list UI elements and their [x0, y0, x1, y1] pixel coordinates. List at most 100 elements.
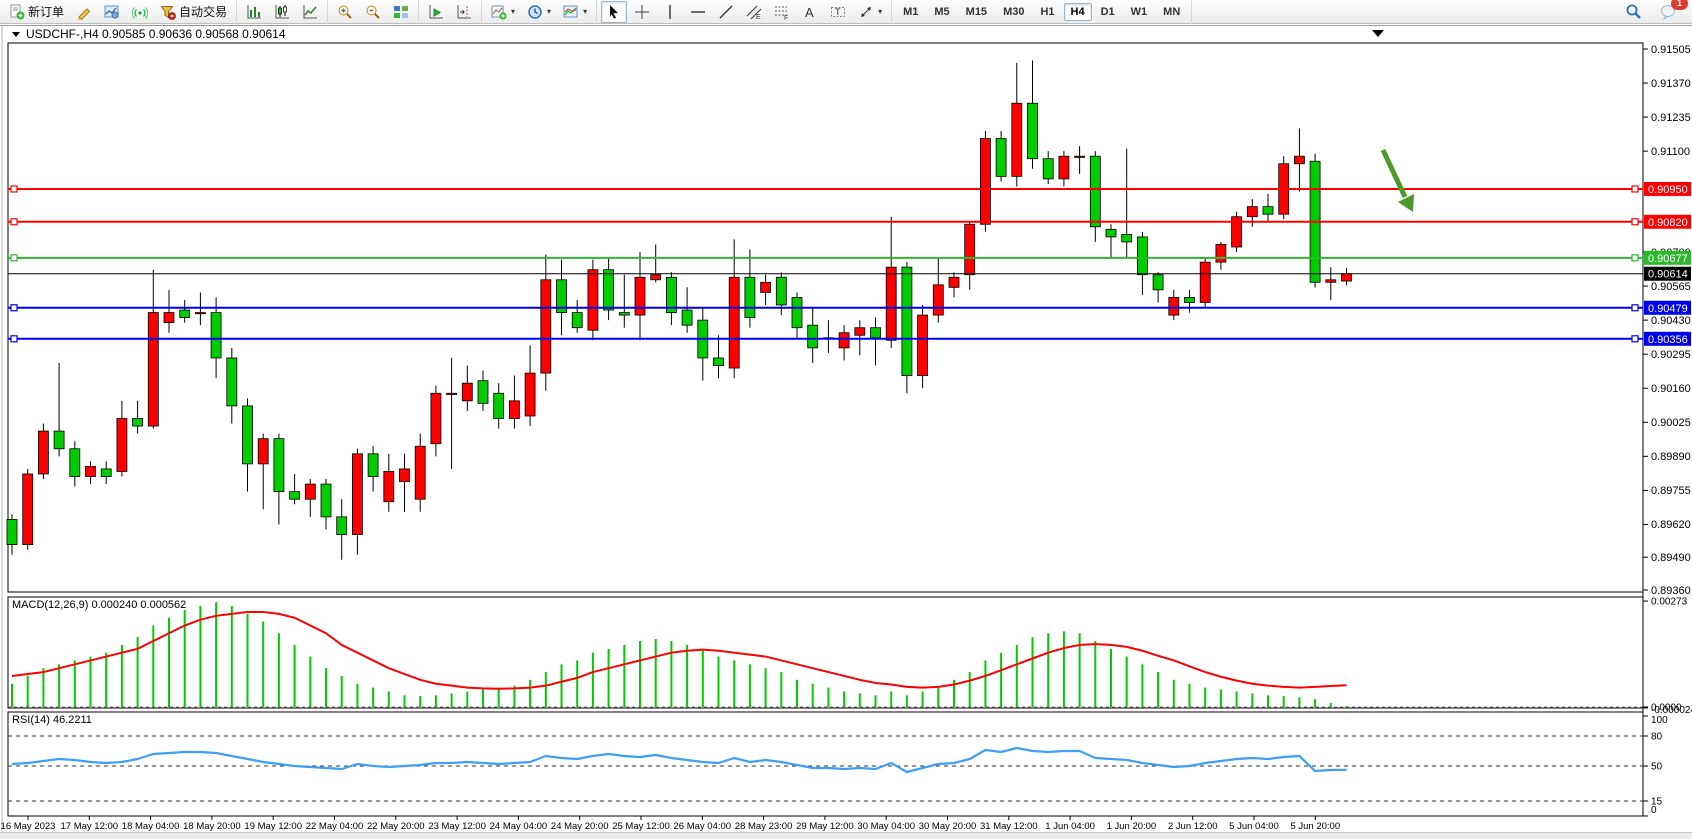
timeframe-d1[interactable]: D1 — [1100, 5, 1115, 18]
annotations[interactable] — [1372, 30, 1414, 212]
auto-scroll-button[interactable] — [423, 1, 449, 23]
period-clock-button[interactable]: ▾ — [522, 1, 556, 23]
crosshair-button[interactable] — [629, 1, 655, 23]
candlesticks[interactable] — [6, 60, 1352, 560]
fibonacci-button[interactable]: F — [769, 1, 795, 23]
svg-text:F: F — [784, 15, 788, 20]
crayon-button[interactable] — [71, 1, 97, 23]
timeframe-group: M1 M5 M15 M30 H1 H4 D1 W1 MN — [892, 0, 1193, 24]
crayon-icon — [76, 4, 92, 20]
svg-text:USDCHF-,H4 0.90585 0.90636 0.: USDCHF-,H4 0.90585 0.90636 0.90568 0.906… — [26, 27, 286, 41]
rsi-pane: RSI(14) 46.2211 100 80 50 150 — [8, 714, 1668, 817]
svg-text:30 May 20:00: 30 May 20:00 — [919, 821, 977, 832]
add-indicator-button[interactable]: ▾ — [486, 1, 520, 23]
chat-button[interactable]: 1 — [1655, 0, 1688, 23]
svg-text:0.91505: 0.91505 — [1651, 44, 1691, 56]
chart-canvas[interactable]: USDCHF-,H4 0.90585 0.90636 0.90568 0.906… — [0, 26, 1692, 833]
svg-text:50: 50 — [1651, 762, 1663, 773]
svg-text:MACD(12,26,9) 0.000240 0.00056: MACD(12,26,9) 0.000240 0.000562 — [12, 599, 186, 611]
timeframe-mn[interactable]: MN — [1163, 5, 1181, 18]
channel-button[interactable]: E — [741, 1, 767, 23]
svg-text:E: E — [756, 14, 761, 20]
macd-pane: MACD(12,26,9) 0.000240 0.000562 0.00273 0.… — [8, 597, 1692, 716]
bar-chart-button[interactable] — [241, 1, 267, 23]
chevron-down-icon[interactable]: ▾ — [878, 7, 883, 16]
scroll-group — [419, 0, 483, 24]
svg-text:19 May 12:00: 19 May 12:00 — [244, 821, 302, 832]
chart-profile-button[interactable] — [99, 1, 125, 23]
arrows-tool-button[interactable]: ▾ — [853, 1, 887, 23]
trade-group: 新订单 自动交易 — [0, 0, 238, 24]
horizontal-lines[interactable]: 0.90950 0.90820 0.90677 0.90614 0.90479 0.903… — [8, 181, 1691, 346]
new-order-label: 新订单 — [28, 5, 65, 19]
zoom-out-button[interactable] — [360, 1, 386, 23]
svg-text:-0.000024: -0.000024 — [1651, 705, 1692, 716]
timeframe-h4[interactable]: H4 — [1063, 2, 1092, 21]
candlestick-chart-button[interactable] — [269, 1, 295, 23]
new-order-icon — [9, 4, 25, 20]
signal-icon — [132, 4, 149, 20]
svg-text:RSI(14) 46.2211: RSI(14) 46.2211 — [12, 714, 92, 726]
autotrade-button[interactable]: 自动交易 — [155, 1, 232, 23]
tile-windows-icon — [393, 4, 409, 20]
svg-text:0.89620: 0.89620 — [1651, 519, 1691, 531]
main-toolbar: 新订单 自动交易 — [0, 0, 1692, 24]
fibonacci-icon: F — [774, 4, 790, 20]
svg-text:17 May 12:00: 17 May 12:00 — [61, 821, 119, 832]
text-label-button[interactable]: T — [825, 1, 851, 23]
text-button[interactable]: A — [797, 1, 823, 23]
vertical-line-button[interactable] — [657, 1, 683, 23]
crosshair-icon — [634, 4, 650, 20]
signal-button[interactable] — [127, 1, 153, 23]
autotrade-funnel-icon — [160, 4, 176, 20]
chevron-down-icon[interactable]: ▾ — [583, 7, 588, 16]
cursor-button[interactable] — [601, 0, 628, 23]
time-axis: 16 May 2023 17 May 12:00 18 May 04:00 18 Ma… — [1, 815, 1643, 832]
svg-text:26 May 04:00: 26 May 04:00 — [674, 821, 732, 832]
chevron-down-icon[interactable]: ▾ — [511, 7, 516, 16]
svg-text:0.90356: 0.90356 — [1648, 334, 1688, 346]
trendline-icon — [718, 4, 734, 20]
svg-text:80: 80 — [1651, 732, 1663, 743]
chart-window: USDCHF-,H4 0.90585 0.90636 0.90568 0.906… — [0, 25, 1692, 833]
chat-icon — [1660, 4, 1678, 20]
new-order-button[interactable]: 新订单 — [4, 1, 69, 23]
timeframe-h1[interactable]: H1 — [1040, 5, 1055, 18]
channel-icon: E — [746, 4, 762, 20]
svg-text:24 May 04:00: 24 May 04:00 — [490, 821, 548, 832]
svg-text:28 May 23:00: 28 May 23:00 — [735, 821, 793, 832]
svg-text:0.90614: 0.90614 — [1648, 269, 1688, 281]
template-button[interactable]: ▾ — [558, 1, 592, 23]
timeframe-m1[interactable]: M1 — [903, 5, 919, 18]
notification-badge[interactable]: 1 — [1671, 0, 1688, 10]
template-icon — [563, 4, 579, 20]
chart-type-group — [237, 0, 329, 24]
svg-text:5 Jun 04:00: 5 Jun 04:00 — [1229, 821, 1279, 832]
horizontal-line-button[interactable] — [685, 1, 711, 23]
timeframe-m15[interactable]: M15 — [965, 5, 988, 18]
chevron-down-icon[interactable]: ▾ — [547, 7, 552, 16]
zoom-out-icon — [365, 4, 381, 20]
tile-windows-button[interactable] — [388, 1, 414, 23]
svg-text:0.90950: 0.90950 — [1648, 184, 1688, 196]
svg-text:0.90160: 0.90160 — [1651, 383, 1691, 395]
line-chart-button[interactable] — [297, 1, 323, 23]
chart-shift-button[interactable] — [451, 1, 477, 23]
trend-arrow-head — [1398, 194, 1414, 212]
svg-text:0.0000: 0.0000 — [1651, 703, 1682, 714]
trendline-button[interactable] — [713, 1, 739, 23]
zoom-in-button[interactable] — [332, 1, 358, 23]
timeframe-w1[interactable]: W1 — [1130, 5, 1148, 18]
svg-text:0.90025: 0.90025 — [1651, 417, 1691, 429]
search-button[interactable] — [1620, 1, 1647, 23]
svg-text:0.91100: 0.91100 — [1651, 146, 1690, 158]
svg-text:30 May 04:00: 30 May 04:00 — [857, 821, 915, 832]
timeframe-m30[interactable]: M30 — [1003, 5, 1025, 18]
svg-text:1 Jun 20:00: 1 Jun 20:00 — [1107, 821, 1157, 832]
vertical-line-icon — [662, 4, 678, 20]
svg-text:0.90677: 0.90677 — [1648, 253, 1688, 265]
search-icon — [1625, 3, 1642, 20]
timeframe-m5[interactable]: M5 — [934, 5, 950, 18]
svg-text:100: 100 — [1651, 715, 1668, 726]
